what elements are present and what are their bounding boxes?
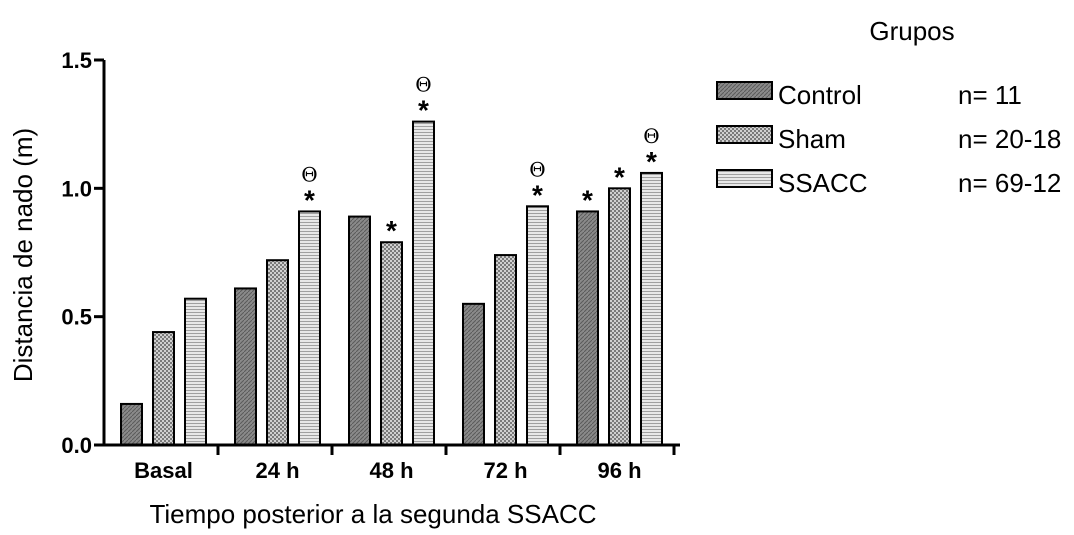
significance-star: * <box>582 184 593 215</box>
legend: Grupos Control n= 11 Sham n= 20-18 SSACC n= 69… <box>716 16 1061 198</box>
y-tick-label: 0.0 <box>61 433 92 458</box>
legend-swatch <box>716 125 773 144</box>
legend-n: n= 11 <box>958 80 1022 110</box>
significance-star: * <box>386 215 397 246</box>
legend-label: SSACC <box>778 168 868 198</box>
x-category-label: 48 h <box>369 458 413 483</box>
y-tick-label: 0.5 <box>61 305 92 330</box>
bar-sham-24h <box>266 259 289 447</box>
legend-label: Control <box>778 80 862 110</box>
significance-theta: Θ <box>529 157 545 181</box>
bar-sham-48h <box>380 241 403 446</box>
bar-control-basal <box>120 402 143 446</box>
x-category-label: 24 h <box>255 458 299 483</box>
significance-theta: Θ <box>415 73 431 97</box>
bar-control-24h <box>234 287 257 446</box>
legend-n: n= 20-18 <box>958 124 1061 154</box>
x-category-label: Basal <box>134 458 193 483</box>
x-category-label: 96 h <box>597 458 641 483</box>
bar-sham-basal <box>152 331 175 447</box>
bar-control-96h <box>576 210 599 446</box>
significance-star: * <box>304 184 315 215</box>
y-tick-label: 1.0 <box>61 176 92 201</box>
significance-theta: Θ <box>643 124 659 148</box>
bar-sham-72h <box>494 254 517 446</box>
legend-n: n= 69-12 <box>958 168 1061 198</box>
significance-star: * <box>418 95 429 126</box>
bar-ssacc-48h <box>412 120 435 446</box>
legend-title: Grupos <box>869 16 954 46</box>
bar-ssacc-72h <box>526 205 549 446</box>
legend-swatch <box>716 169 773 188</box>
significance-star: * <box>646 146 657 177</box>
significance-star: * <box>614 161 625 192</box>
legend-label: Sham <box>778 124 846 154</box>
y-axis-title: Distancia de nado (m) <box>8 128 38 382</box>
y-tick-label: 1.5 <box>61 48 92 73</box>
bar-control-72h <box>462 302 485 447</box>
x-axis-title: Tiempo posterior a la segunda SSACC <box>149 499 596 529</box>
significance-theta: Θ <box>301 162 317 186</box>
bar-sham-96h <box>608 187 631 446</box>
bar-control-48h <box>348 215 371 446</box>
bar-ssacc-basal <box>184 297 207 447</box>
bar-ssacc-24h <box>298 210 321 446</box>
legend-swatch <box>716 81 773 100</box>
x-category-label: 72 h <box>483 458 527 483</box>
significance-star: * <box>532 179 543 210</box>
bar-ssacc-96h <box>640 171 663 447</box>
